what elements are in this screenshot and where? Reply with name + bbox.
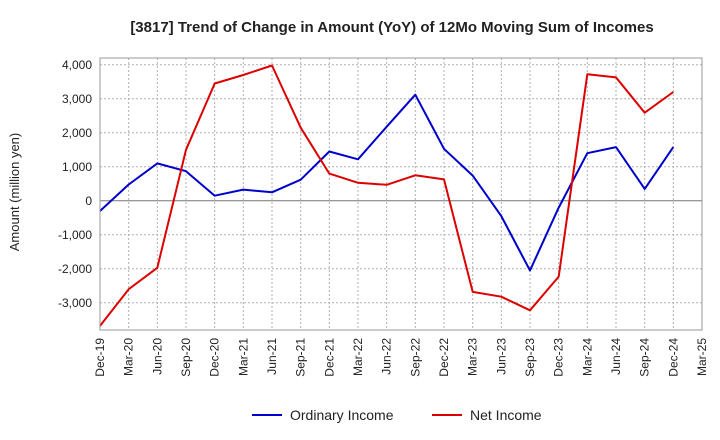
y-tick-label: 1,000 [62,160,92,174]
y-axis-label: Amount (million yen) [7,133,22,252]
plot-frame [99,57,703,331]
x-tick-label: Jun-22 [380,338,394,375]
x-tick-label: Sep-20 [179,338,193,377]
x-tick-label: Jun-23 [494,338,508,375]
grid-layer [99,58,703,330]
series-line-ordinary-income [99,93,675,272]
x-tick-label: Dec-20 [208,338,222,377]
chart-title: [3817] Trend of Change in Amount (YoY) o… [130,19,653,36]
x-tick-label: Mar-20 [122,338,136,376]
x-tick-label: Sep-24 [638,338,652,377]
x-tick-label: Sep-23 [523,338,537,377]
legend-label: Ordinary Income [290,407,394,423]
x-tick-label: Jun-21 [265,338,279,375]
legend-label: Net Income [470,407,542,423]
x-tick-label: Dec-22 [437,338,451,377]
x-tick-label: Sep-21 [294,338,308,377]
y-tick-label: 2,000 [62,126,92,140]
series-layer [99,64,675,327]
x-tick-label: Mar-23 [466,338,480,376]
y-tick-label: 0 [85,194,92,208]
x-tick-label: Jun-20 [150,338,164,375]
x-tick-label: Dec-24 [666,338,680,377]
y-tick-label: -3,000 [58,296,92,310]
y-tick-label: 3,000 [62,92,92,106]
x-tick-label: Mar-25 [695,338,709,376]
x-tick-label: Dec-19 [93,338,107,377]
x-tick-label: Mar-22 [351,338,365,376]
x-tick-label: Jun-24 [609,338,623,375]
y-tick-label: -1,000 [58,228,92,242]
y-tick-label: 4,000 [62,58,92,72]
y-tick-layer: 4,000 3,000 2,000 1,000 0 -1,000 -2,000 -3,000 [58,58,92,310]
series-line-net-income [99,64,674,327]
x-tick-layer: Dec-19 Mar-20 Jun-20 Sep-20 Dec-20 Mar-21 Jun-… [93,338,709,377]
x-tick-label: Dec-21 [322,338,336,377]
x-tick-label: Mar-21 [236,338,250,376]
y-tick-label: -2,000 [58,262,92,276]
x-tick-label: Sep-22 [408,338,422,377]
x-tick-label: Dec-23 [552,338,566,377]
x-tick-label: Mar-24 [580,338,594,376]
legend: Ordinary Income Net Income [252,407,542,423]
